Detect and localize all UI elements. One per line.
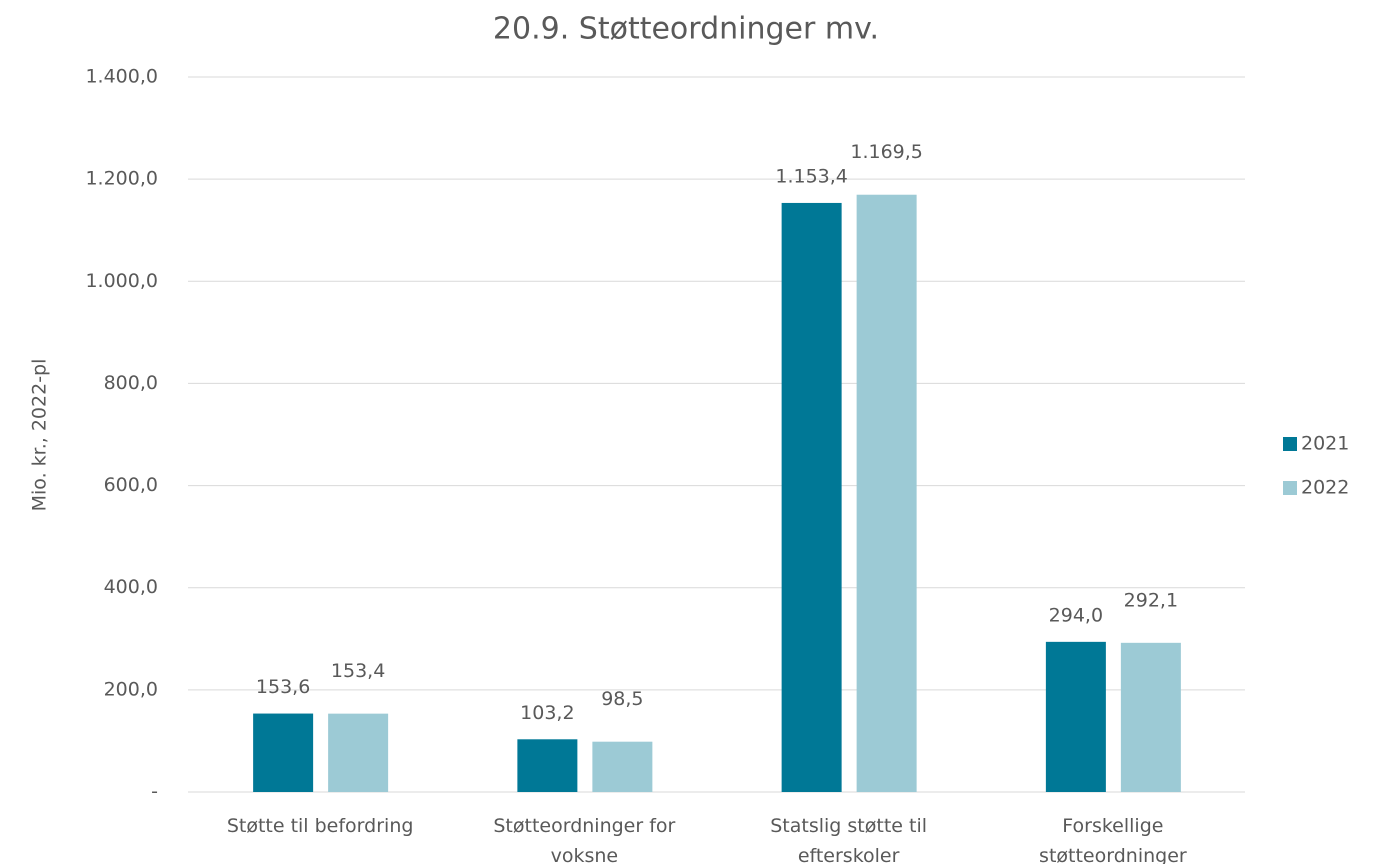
y-tick-label: 1.400,0 [85, 66, 158, 88]
bar [517, 739, 578, 792]
x-tick-label: Støtte til befordring [227, 815, 414, 837]
data-label: 98,5 [601, 688, 643, 710]
legend-swatch [1283, 437, 1297, 451]
y-tick-label: 600,0 [104, 474, 158, 496]
data-label: 1.153,4 [775, 165, 848, 187]
x-tick-label: Statslig støtte til efterskoler [770, 815, 927, 864]
y-tick-label: 200,0 [104, 678, 158, 700]
y-tick-label: 800,0 [104, 372, 158, 394]
legend-label: 2022 [1301, 477, 1349, 499]
y-axis-label: Mio. kr., 2022-pl [29, 359, 51, 512]
y-tick-label: 1.000,0 [85, 270, 158, 292]
data-label: 153,4 [331, 660, 385, 682]
data-label: 153,6 [256, 676, 310, 698]
bar [328, 713, 389, 792]
data-label: 294,0 [1049, 604, 1103, 626]
y-tick-label: 1.200,0 [85, 168, 158, 190]
bar [253, 713, 314, 792]
legend-swatch [1283, 481, 1297, 495]
y-tick-label: - [151, 781, 158, 803]
bar [781, 202, 842, 792]
bar [592, 741, 653, 792]
data-label: 103,2 [520, 702, 574, 724]
bar [1120, 642, 1181, 792]
data-label: 292,1 [1124, 589, 1178, 611]
bar [856, 194, 917, 792]
chart-title: 20.9. Støtteordninger mv. [493, 12, 879, 47]
data-label: 1.169,5 [850, 141, 923, 163]
bar [1045, 641, 1106, 792]
legend-label: 2021 [1301, 433, 1349, 455]
x-tick-label: Forskellige støtteordninger [1039, 815, 1187, 864]
x-tick-label: Støtteordninger for voksne [493, 815, 675, 864]
y-tick-label: 400,0 [104, 576, 158, 598]
